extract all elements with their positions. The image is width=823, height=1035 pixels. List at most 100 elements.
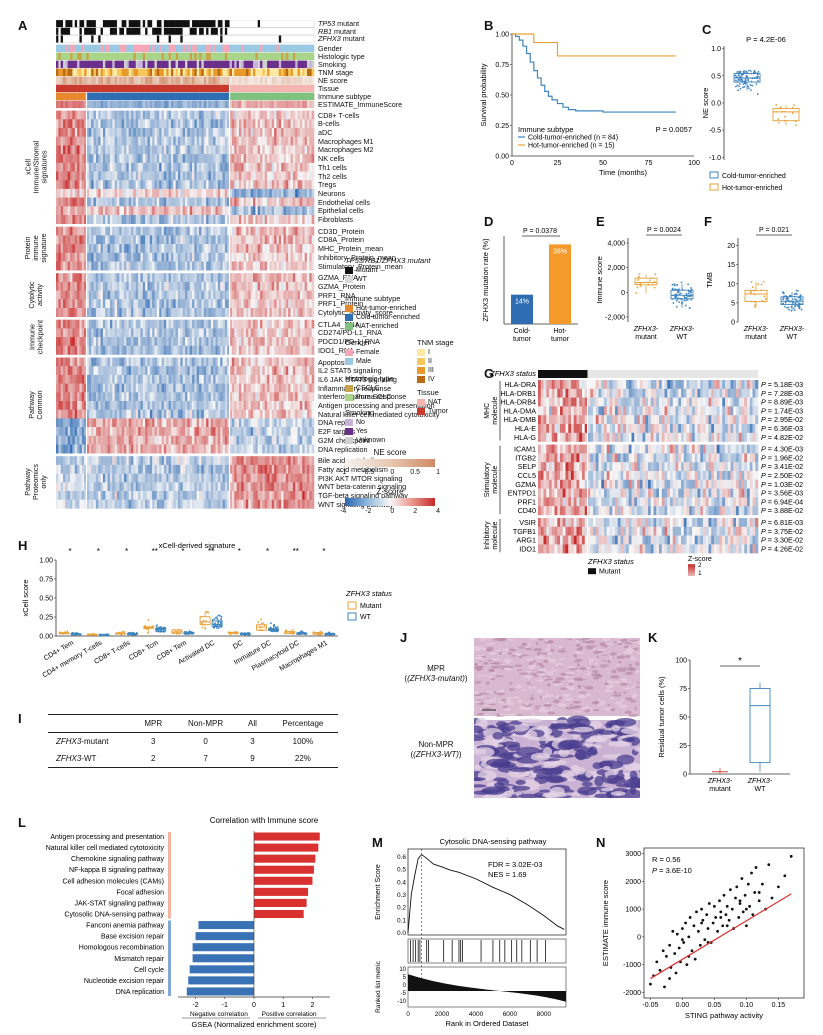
annotation-cell (84, 35, 87, 43)
heatmap-cell (267, 188, 270, 198)
annotation-cell (199, 92, 202, 101)
annotation-cell (306, 44, 310, 53)
heatmap-cell (206, 328, 209, 338)
heatmap-cell (201, 308, 205, 317)
heatmap-cell (152, 290, 155, 300)
heatmap-cell (84, 281, 87, 291)
heatmap-cell (309, 357, 312, 367)
heatmap-cell (145, 226, 148, 236)
annotation-cell (271, 60, 275, 69)
heatmap-cell (281, 374, 284, 384)
heatmap-cell (124, 154, 127, 164)
heatmap-cell (102, 235, 106, 245)
heatmap-cell (70, 215, 73, 224)
heatmap-cell (93, 273, 97, 283)
heatmap-cell (260, 392, 263, 402)
heatmap-cell (292, 206, 296, 216)
annotation-cell (281, 60, 284, 69)
annotation-cell (102, 76, 106, 85)
heatmap-cell (271, 180, 275, 190)
heatmap-cell (269, 345, 273, 355)
heatmap-cell (109, 136, 113, 146)
heatmap-cell (133, 136, 137, 146)
annotation-cell (229, 44, 233, 53)
heatmap-cell (243, 162, 247, 172)
heatmap-cell (288, 110, 291, 120)
heatmap-cell (213, 374, 216, 384)
heatmap-cell (229, 273, 233, 283)
heatmap-cell (72, 383, 76, 393)
heatmap-cell (260, 401, 263, 410)
annotation-cell (253, 92, 256, 101)
heatmap-cell (250, 299, 254, 309)
heatmap-cell (170, 162, 174, 172)
heatmap-cell (156, 337, 160, 347)
annotation-cell (173, 76, 176, 85)
heatmap-cell (227, 145, 230, 155)
heatmap-cell (208, 119, 212, 129)
heatmap-cell (142, 328, 146, 338)
annotation-cell (262, 20, 266, 28)
heatmap-cell (133, 374, 137, 384)
heatmap-cell (271, 119, 275, 129)
annotation-cell (306, 100, 310, 109)
heatmap-cell (231, 261, 235, 271)
heatmap-cell (299, 392, 303, 402)
heatmap-cell (177, 136, 181, 146)
annotation-cell (215, 92, 219, 101)
heatmap-cell (84, 206, 87, 216)
heatmap-cell (192, 235, 195, 245)
heatmap-cell (133, 145, 137, 155)
heatmap-cell (74, 328, 78, 338)
annotation-cell (302, 100, 305, 109)
heatmap-cell (126, 110, 130, 120)
heatmap-cell (166, 345, 169, 355)
heatmap-cell (203, 261, 207, 271)
annotation-cell (285, 35, 289, 43)
heatmap-cell (260, 252, 263, 262)
annotation-cell (116, 52, 120, 61)
heatmap-cell (269, 383, 273, 393)
annotation-cell (236, 44, 240, 53)
heatmap-cell (161, 319, 165, 329)
heatmap-cell (224, 357, 228, 367)
heatmap-cell (163, 206, 167, 216)
heatmap-cell (161, 206, 165, 216)
heatmap-cell (70, 281, 73, 291)
heatmap-cell (60, 401, 64, 410)
annotation-cell (292, 52, 296, 61)
heatmap-cell (236, 345, 240, 355)
heatmap-cell (60, 180, 64, 190)
annotation-cell (248, 44, 251, 53)
heatmap-cell (124, 374, 127, 384)
annotation-cell (109, 100, 113, 109)
heatmap-cell (208, 226, 212, 236)
annotation-cell (224, 44, 228, 53)
heatmap-cell (180, 261, 183, 271)
heatmap-cell (208, 366, 212, 376)
heatmap-cell (138, 171, 141, 181)
heatmap-cell (255, 409, 259, 419)
heatmap-cell (306, 374, 310, 384)
heatmap-cell (248, 366, 251, 376)
heatmap-cell (182, 299, 186, 309)
heatmap-cell (91, 188, 94, 198)
heatmap-cell (290, 345, 294, 355)
heatmap-cell (70, 226, 73, 236)
annotation-cell (175, 35, 179, 43)
annotation-cell (236, 68, 240, 77)
heatmap-cell (217, 357, 221, 367)
heatmap-cell (304, 197, 308, 207)
heatmap-cell (194, 206, 198, 216)
heatmap-cell (88, 418, 92, 428)
heatmap-cell (281, 215, 284, 224)
annotation-border (56, 20, 315, 28)
heatmap-cell (93, 110, 97, 120)
heatmap-cell (260, 188, 263, 198)
heatmap-cell (102, 162, 106, 172)
heatmap-cell (128, 374, 132, 384)
annotation-cell (114, 20, 118, 28)
heatmap-cell (281, 145, 284, 155)
annotation-cell (77, 84, 80, 93)
annotation-cell (227, 100, 230, 109)
